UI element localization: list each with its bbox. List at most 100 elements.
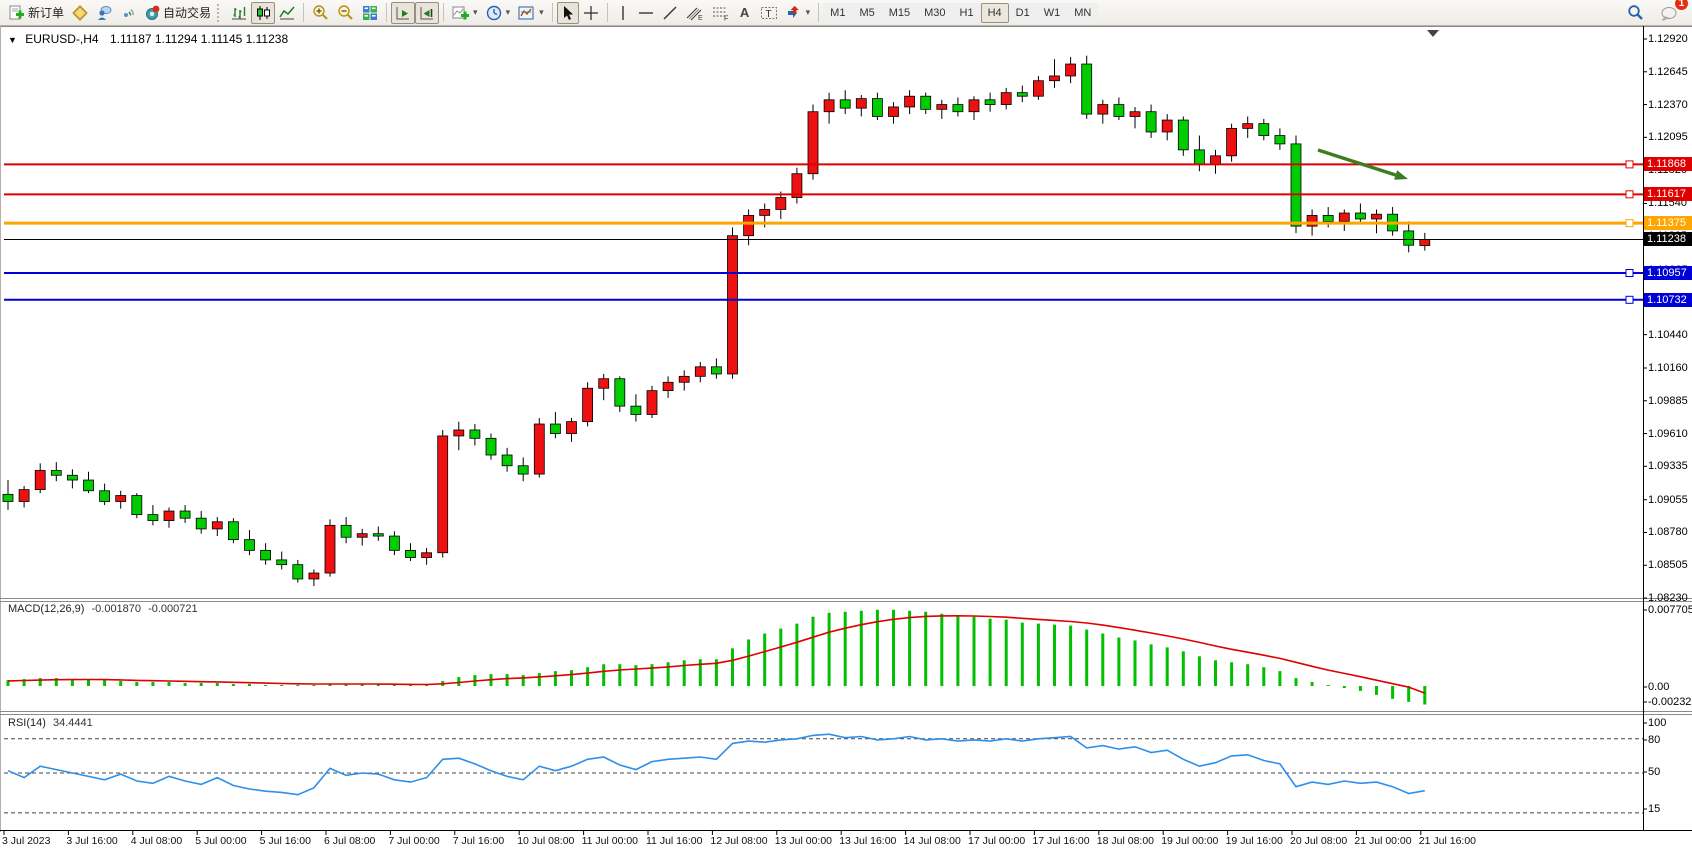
templates-button[interactable]: ▾ bbox=[514, 2, 548, 24]
price-axis-label: 1.09610 bbox=[1648, 427, 1688, 440]
trendline-tool-button[interactable] bbox=[658, 2, 682, 24]
toolbar-separator bbox=[443, 3, 445, 22]
auto-scroll-icon bbox=[395, 5, 411, 21]
macd-histogram-bar bbox=[940, 613, 944, 686]
candle bbox=[1242, 123, 1254, 129]
timeframe-button-M15[interactable]: M15 bbox=[881, 2, 918, 23]
candle bbox=[614, 378, 626, 407]
time-axis-label: 13 Jul 16:00 bbox=[839, 835, 897, 847]
candle bbox=[1403, 230, 1415, 246]
macd-histogram-bar bbox=[199, 683, 203, 686]
auto-scroll-button[interactable] bbox=[391, 1, 416, 24]
bar-chart-button[interactable] bbox=[227, 2, 251, 24]
candle bbox=[1258, 123, 1270, 136]
vps-button[interactable] bbox=[92, 2, 116, 24]
macd-histogram-bar bbox=[1278, 671, 1282, 686]
price-axis-label: 1.09055 bbox=[1648, 493, 1688, 506]
chart-canvas[interactable] bbox=[0, 26, 1692, 852]
trend-arrow-head[interactable] bbox=[1394, 170, 1408, 180]
dropdown-caret-icon: ▾ bbox=[473, 7, 478, 17]
new-order-button[interactable]: 新订单 bbox=[4, 2, 68, 24]
chart-shift-marker-icon[interactable] bbox=[1427, 30, 1439, 37]
candle bbox=[292, 564, 304, 580]
time-axis-label: 11 Jul 16:00 bbox=[646, 835, 703, 847]
macd-histogram-bar bbox=[1310, 682, 1314, 686]
macd-histogram-bar bbox=[248, 684, 251, 686]
timeframe-button-H4[interactable]: H4 bbox=[980, 2, 1009, 23]
trend-arrow-object[interactable] bbox=[1317, 148, 1397, 177]
arrows-tool-button[interactable]: ▾ bbox=[782, 2, 815, 24]
price-badge-1.11868: 1.11868 bbox=[1644, 157, 1692, 172]
search-button[interactable] bbox=[1623, 2, 1648, 24]
candle bbox=[743, 215, 754, 237]
candle bbox=[646, 390, 658, 415]
rsi-value: 34.4441 bbox=[52, 717, 93, 729]
candle bbox=[469, 429, 481, 439]
macd-histogram-bar bbox=[1069, 625, 1073, 686]
timeframe-button-MN[interactable]: MN bbox=[1067, 2, 1099, 23]
time-axis-label: 5 Jul 16:00 bbox=[259, 835, 311, 847]
time-axis-label: 13 Jul 00:00 bbox=[774, 835, 833, 847]
text-label-tool-button[interactable]: T bbox=[756, 2, 782, 24]
cursor-icon bbox=[561, 5, 575, 21]
price-axis-label: 1.12645 bbox=[1648, 65, 1688, 78]
zoom-out-button[interactable] bbox=[333, 2, 358, 24]
macd-histogram-bar bbox=[1181, 651, 1185, 686]
candle bbox=[388, 535, 400, 551]
vertical-line-tool-button[interactable] bbox=[612, 2, 634, 24]
candlestick-chart-button[interactable] bbox=[251, 1, 276, 24]
hline-handle[interactable] bbox=[1625, 219, 1634, 228]
timeframe-button-D1[interactable]: D1 bbox=[1008, 2, 1037, 23]
price-axis-label: 1.09335 bbox=[1648, 460, 1688, 473]
timeframe-button-W1[interactable]: W1 bbox=[1036, 2, 1068, 23]
indicators-button[interactable]: ▾ bbox=[448, 2, 482, 24]
community-button[interactable] bbox=[68, 2, 92, 24]
cursor-tool-button[interactable] bbox=[556, 1, 579, 24]
zoom-in-button[interactable] bbox=[308, 2, 333, 24]
horizontal-line-tool-button[interactable] bbox=[634, 2, 658, 24]
autotrading-button[interactable]: 自动交易 bbox=[140, 2, 215, 24]
candle bbox=[115, 495, 127, 502]
candle bbox=[517, 465, 529, 475]
periods-button[interactable]: ▾ bbox=[482, 2, 515, 24]
bid-price-badge: 1.11238 bbox=[1644, 232, 1692, 247]
price-axis-label: 1.10440 bbox=[1648, 328, 1688, 341]
hline-handle[interactable] bbox=[1625, 268, 1634, 277]
price-badge-1.11375: 1.11375 bbox=[1644, 216, 1692, 231]
price-axis-label: 1.08505 bbox=[1648, 559, 1688, 572]
notifications-button[interactable]: 1 bbox=[1656, 0, 1688, 24]
channel-tool-button[interactable]: E bbox=[682, 2, 708, 24]
macd-histogram-bar bbox=[1326, 685, 1330, 687]
timeframe-button-H1[interactable]: H1 bbox=[952, 2, 981, 23]
macd-histogram-bar bbox=[811, 616, 815, 686]
timeframe-button-M1[interactable]: M1 bbox=[823, 2, 853, 23]
tile-windows-button[interactable] bbox=[358, 2, 382, 24]
macd-histogram-bar bbox=[666, 662, 670, 686]
candle bbox=[34, 470, 46, 490]
toolbar-separator bbox=[303, 3, 305, 22]
signals-button[interactable] bbox=[116, 2, 140, 24]
macd-label: MACD(12,26,9) -0.001870 -0.000721 bbox=[8, 603, 198, 615]
timeframe-button-M5[interactable]: M5 bbox=[852, 2, 882, 23]
hline-handle[interactable] bbox=[1625, 295, 1634, 304]
crosshair-tool-button[interactable] bbox=[579, 2, 603, 24]
timeframe-button-M30[interactable]: M30 bbox=[917, 2, 953, 23]
text-icon: A bbox=[739, 5, 750, 20]
hline-handle[interactable] bbox=[1625, 190, 1634, 199]
candle bbox=[1081, 63, 1093, 115]
hline-handle[interactable] bbox=[1625, 160, 1634, 169]
candle bbox=[1033, 80, 1044, 97]
bar-chart-icon bbox=[231, 5, 247, 21]
collapse-triangle-icon[interactable]: ▼ bbox=[8, 35, 17, 45]
text-tool-button[interactable]: A bbox=[734, 2, 756, 24]
line-chart-button[interactable] bbox=[275, 2, 299, 24]
rsi-label: RSI(14) 34.4441 bbox=[8, 717, 93, 729]
fibonacci-tool-button[interactable]: F bbox=[708, 2, 734, 24]
horizontal-line-icon bbox=[638, 5, 654, 21]
chart-shift-button[interactable] bbox=[415, 1, 440, 24]
macd-histogram-bar bbox=[843, 611, 847, 686]
tile-windows-icon bbox=[362, 5, 378, 21]
macd-histogram-bar bbox=[135, 682, 139, 686]
macd-histogram-bar bbox=[1407, 686, 1411, 702]
toolbar-drag-handle[interactable] bbox=[217, 3, 223, 22]
